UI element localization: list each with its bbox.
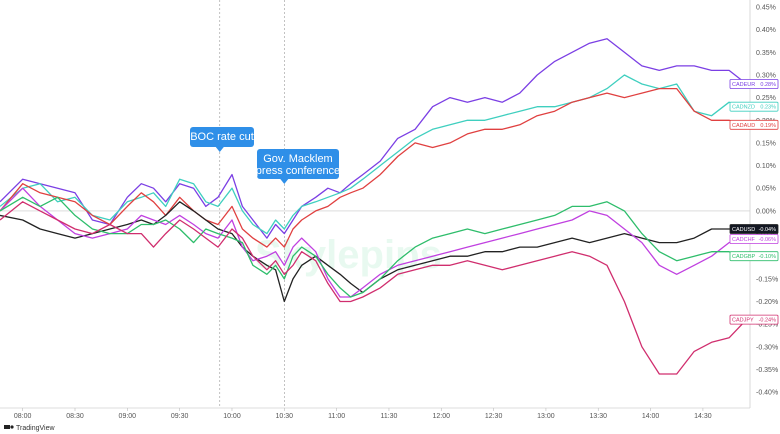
end-tag-symbol: CADEUR — [732, 82, 755, 88]
y-tick-label: 0.15% — [756, 140, 776, 147]
tv-logo-dot — [10, 425, 14, 429]
y-axis: 0.45%0.40%0.35%0.30%0.25%0.20%0.15%0.10%… — [756, 5, 778, 397]
y-tick-label: -0.40% — [756, 390, 778, 397]
end-tag-value: -0.10% — [759, 254, 777, 260]
end-tag-box — [729, 119, 779, 130]
annotation-guides — [219, 0, 285, 408]
y-tick-label: 0.30% — [756, 72, 776, 79]
x-tick-label: 10:00 — [223, 413, 241, 420]
end-labels: CADEUR 0.28%CADNZD 0.23%CADAUD 0.19%CADUSD -… — [729, 79, 779, 325]
series-line-cadusd — [0, 201, 747, 303]
callout-box — [190, 127, 254, 147]
x-tick-label: 12:00 — [433, 413, 451, 420]
end-tag-box — [729, 79, 779, 89]
callout-box — [257, 149, 339, 179]
x-tick-label: 14:00 — [642, 413, 660, 420]
x-tick-label: 13:30 — [589, 413, 607, 420]
end-tag-value: 0.19% — [760, 123, 776, 129]
y-tick-label: -0.20% — [756, 299, 778, 306]
end-tag-value: 0.23% — [760, 105, 776, 111]
y-tick-label: 0.40% — [756, 27, 776, 34]
annotation-callout-1: BOC rate cut — [190, 127, 254, 152]
tv-logo-icon — [4, 425, 10, 429]
end-tag-cadchf: CADCHF -0.06% — [729, 234, 779, 244]
series-line-cadnzd — [0, 74, 747, 235]
x-tick-label: 08:00 — [14, 413, 32, 420]
y-tick-label: -0.30% — [756, 344, 778, 351]
series-line-cadaud — [0, 87, 747, 248]
y-tick-label: 0.05% — [756, 186, 776, 193]
end-tag-cadgbp: CADGBP -0.10% — [729, 251, 779, 262]
end-tag-symbol: CADCHF — [732, 237, 756, 243]
x-axis: 08:00 08:30 09:00 09:30 10:00 10:30 11:00 11:30… — [14, 408, 712, 420]
x-tick-label: 10:30 — [276, 413, 294, 420]
end-tag-symbol: CADGBP — [732, 254, 756, 260]
x-tick-label: 11:00 — [328, 413, 345, 420]
end-tag-symbol: CADUSD — [732, 227, 755, 233]
y-tick-label: 0.25% — [756, 95, 776, 102]
end-tag-box — [729, 251, 779, 262]
y-tick-label: -0.15% — [756, 276, 778, 283]
y-tick-label: -0.25% — [756, 322, 778, 329]
x-tick-label: 09:00 — [119, 413, 137, 420]
tradingview-logo: TradingView — [4, 425, 55, 432]
callout-text: press conference — [256, 165, 340, 177]
x-tick-label: 09:30 — [171, 413, 189, 420]
series-line-cadeur — [0, 38, 747, 239]
end-tag-box — [729, 224, 779, 234]
series-layer — [0, 38, 747, 375]
callout-pointer — [215, 147, 224, 152]
end-tag-value: 0.28% — [760, 82, 776, 88]
x-tick-label: 11:30 — [380, 413, 397, 420]
y-tick-label: 0.10% — [756, 163, 776, 170]
end-tag-symbol: CADNZD — [732, 105, 755, 111]
end-tag-cadjpy: CADJPY -0.24% — [729, 314, 779, 325]
end-tag-cadusd: CADUSD -0.04% — [729, 224, 779, 234]
end-tag-value: -0.24% — [759, 318, 777, 324]
callout-text: Gov. Macklem — [263, 153, 332, 165]
end-tag-box — [729, 101, 779, 112]
end-tag-cadnzd: CADNZD 0.23% — [729, 101, 779, 112]
end-tag-box — [729, 234, 779, 244]
y-tick-label: 0.00% — [756, 208, 776, 215]
series-line-cadgbp — [0, 196, 747, 298]
series-line-cadjpy — [0, 201, 747, 375]
end-tag-value: -0.06% — [759, 237, 777, 243]
y-tick-label: 0.45% — [756, 5, 776, 12]
end-tag-symbol: CADJPY — [732, 318, 754, 324]
callout-pointer — [280, 179, 289, 184]
series-line-cadchf — [0, 187, 747, 298]
end-tag-cadeur: CADEUR 0.28% — [729, 79, 779, 89]
end-tag-value: -0.04% — [759, 227, 777, 233]
watermark: Skylepips — [255, 233, 442, 277]
end-tag-box — [729, 314, 779, 325]
x-tick-label: 12:30 — [485, 413, 503, 420]
x-tick-label: 14:30 — [694, 413, 712, 420]
callout-text: BOC rate cut — [190, 131, 254, 143]
end-tag-symbol: CADAUD — [732, 123, 755, 129]
watermark-text: Skylepips — [255, 233, 442, 277]
y-tick-label: 0.35% — [756, 50, 776, 57]
x-tick-label: 13:00 — [537, 413, 555, 420]
footer-brand: TradingView — [16, 425, 55, 432]
end-tag-cadaud: CADAUD 0.19% — [729, 119, 779, 130]
x-tick-label: 08:30 — [66, 413, 84, 420]
y-tick-label: -0.35% — [756, 367, 778, 374]
